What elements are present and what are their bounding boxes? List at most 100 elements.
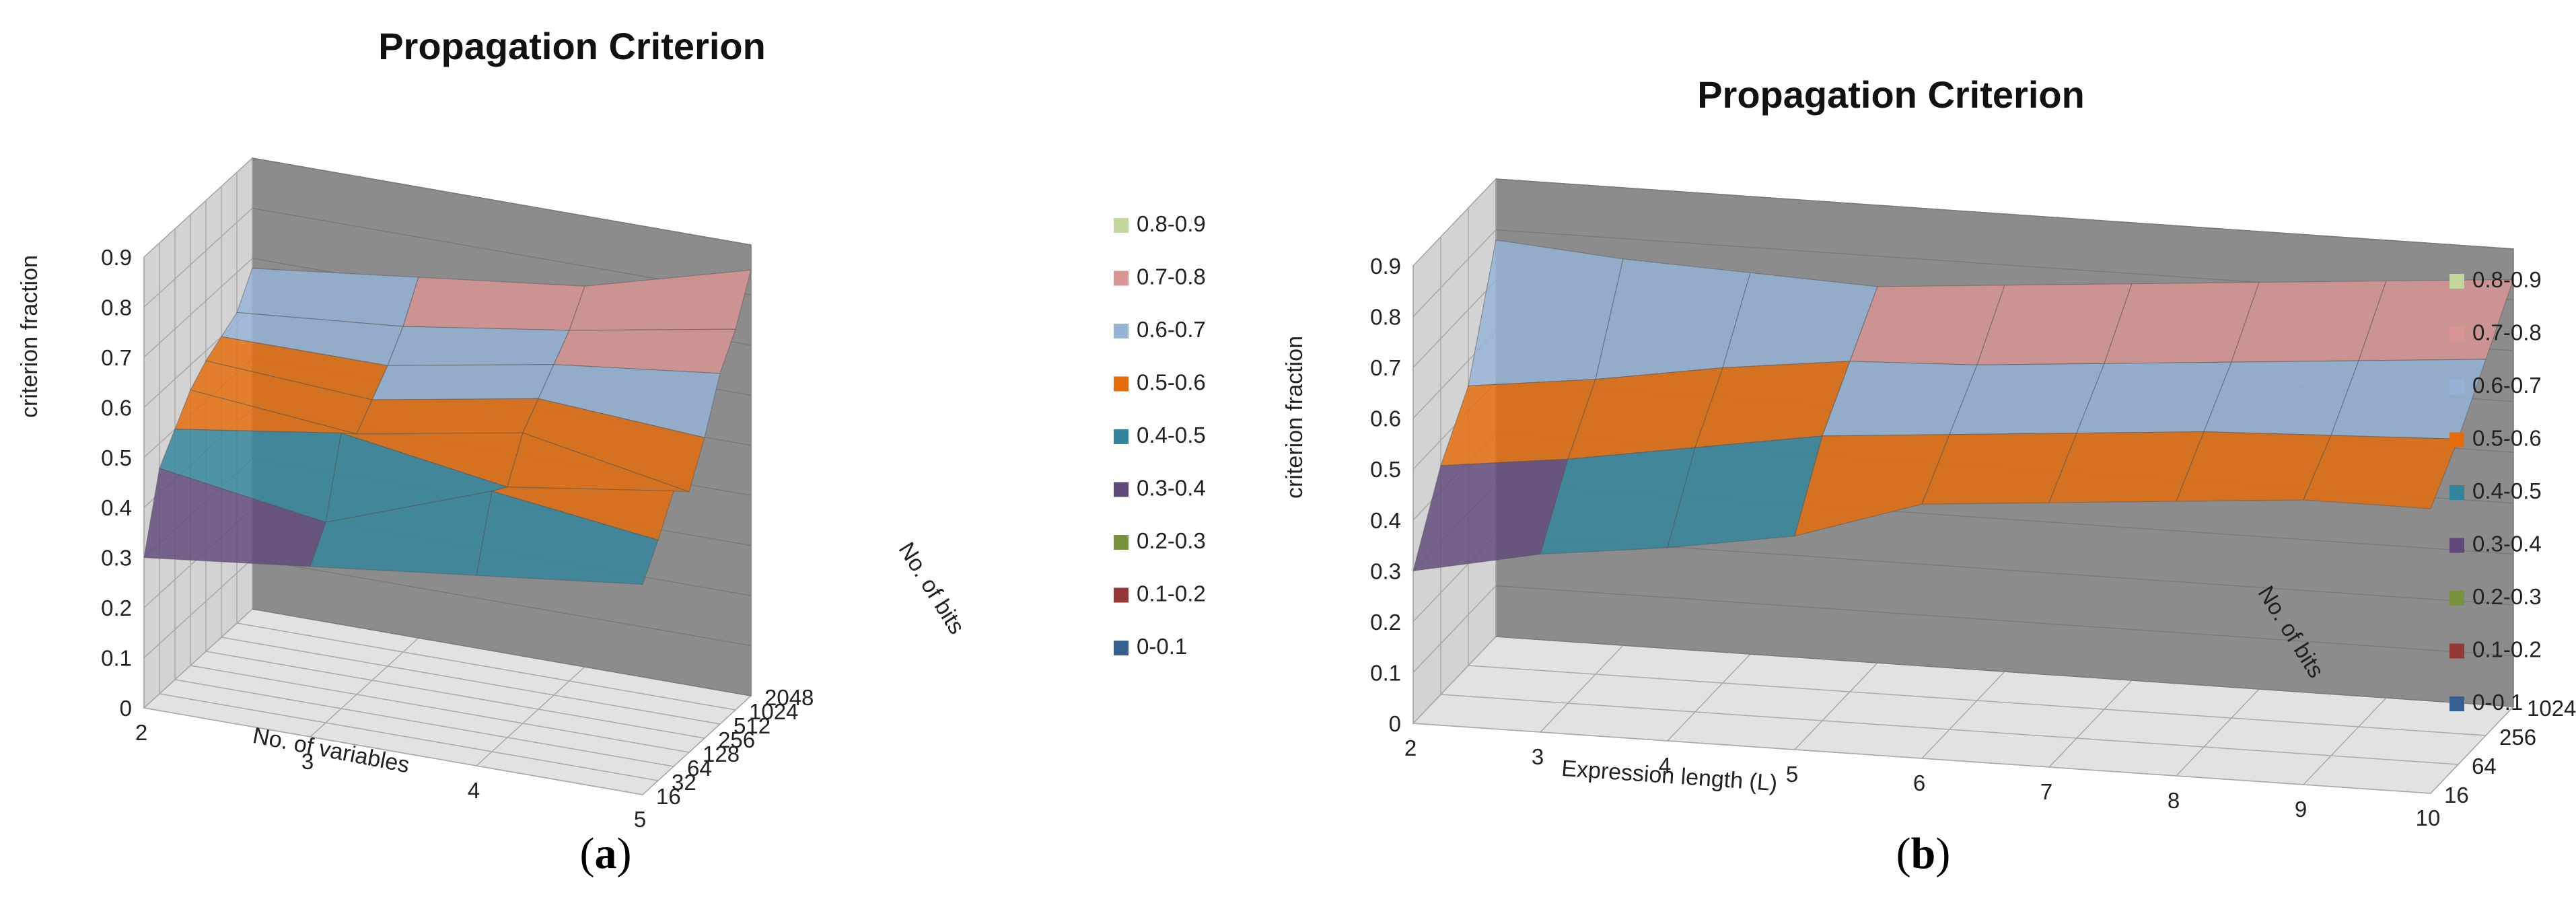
- chart-b-y-axis-label: criterion fraction: [1282, 336, 1308, 499]
- z-tick-label: 16: [2444, 783, 2469, 807]
- z-gridline: [174, 679, 674, 767]
- y-gridline: [1412, 636, 1497, 724]
- y-gridline: [143, 258, 253, 358]
- chart-b-legend: 0.8-0.9 0.7-0.8 0.6-0.7 0.5-0.6 0.4-0.5 0.3-0…: [2449, 267, 2542, 715]
- z-tick-label: 16: [656, 784, 681, 809]
- x-tick-label: 2: [135, 720, 147, 745]
- legend-swatch: [2449, 643, 2464, 659]
- x-tick-label: 4: [1659, 753, 1671, 778]
- x-gridline: [310, 637, 419, 738]
- x-tick-label: 3: [301, 749, 314, 774]
- x-gridline: [642, 695, 752, 795]
- y-gridline: [143, 157, 253, 258]
- z-tick-label: 64: [687, 756, 712, 781]
- y-gridline: [1412, 280, 1497, 368]
- x-tick-label: 2: [1404, 735, 1417, 760]
- panel-b: Propagation Criterion 0 0.1 0.2 0.3 0.4 0.5 0.…: [1282, 73, 2576, 878]
- x-gridline: [1540, 645, 1624, 733]
- y-gridline-side: [252, 608, 752, 696]
- x-tick-label: 6: [1913, 770, 1925, 795]
- x-gridline: [1794, 662, 1878, 750]
- y-gridline: [143, 559, 253, 659]
- z-gridline: [143, 707, 643, 795]
- x-gridline: [1921, 671, 2005, 759]
- z-gridline: [190, 665, 690, 753]
- z-gridline: [1412, 723, 2431, 794]
- chart-a-surface: [143, 268, 752, 585]
- y-tick-label: 0.1: [1370, 660, 1401, 685]
- legend-label: 0.8-0.9: [1137, 211, 1206, 236]
- legend-swatch: [1114, 482, 1129, 497]
- chart-a-x-ticks: 2 3 4 5: [135, 720, 646, 832]
- y-gridline-side: [1495, 585, 2514, 657]
- z-gridline: [1468, 665, 2486, 736]
- x-gridline: [2303, 697, 2387, 785]
- y-tick-label: 0: [120, 696, 132, 721]
- z-gridline: [236, 622, 736, 711]
- y-tick-label: 0: [1389, 711, 1401, 736]
- y-tick-label: 0.2: [1370, 610, 1401, 635]
- surface-patch: [402, 277, 585, 331]
- legend-swatch: [1114, 271, 1129, 286]
- legend-swatch: [1114, 535, 1129, 550]
- legend-swatch: [1114, 324, 1129, 338]
- z-tick-label: 1024: [2527, 696, 2576, 721]
- x-gridline: [476, 666, 585, 766]
- legend-swatch: [1114, 218, 1129, 233]
- legend-swatch: [2449, 326, 2464, 342]
- legend-label: 0.3-0.4: [1137, 476, 1206, 501]
- z-tick-label: 2048: [764, 685, 814, 710]
- y-gridline: [1412, 178, 1497, 266]
- y-tick-label: 0.4: [101, 495, 132, 520]
- y-gridline-side: [1495, 636, 2514, 707]
- y-tick-label: 0.7: [1370, 355, 1401, 380]
- legend-swatch: [2449, 591, 2464, 606]
- z-gridline: [205, 651, 705, 739]
- z-gridline: [159, 693, 659, 781]
- x-tick-label: 4: [468, 778, 480, 803]
- chart-b-y-ticks: 0 0.1 0.2 0.3 0.4 0.5 0.6 0.7 0.8 0.9: [1370, 254, 1401, 736]
- chart-a-legend: 0.8-0.9 0.7-0.8 0.6-0.7 0.5-0.6 0.4-0.5 0.3-0…: [1114, 211, 1206, 659]
- y-tick-label: 0.3: [101, 546, 132, 571]
- chart-b-surface: [1412, 239, 2514, 572]
- y-tick-label: 0.4: [1370, 508, 1401, 533]
- legend-label: 0.3-0.4: [2472, 532, 2542, 556]
- y-tick-label: 0.5: [1370, 457, 1401, 482]
- legend-swatch: [1114, 587, 1129, 603]
- legend-swatch: [2449, 485, 2464, 500]
- z-tick-label: 128: [703, 742, 740, 766]
- y-tick-label: 0.8: [1370, 305, 1401, 330]
- z-tick-label: 256: [2499, 725, 2536, 750]
- z-tick-label: 512: [734, 713, 771, 738]
- y-tick-label: 0.2: [101, 596, 132, 620]
- legend-label: 0-0.1: [2472, 690, 2523, 715]
- z-tick-label: 256: [718, 727, 755, 752]
- legend-label: 0.4-0.5: [1137, 423, 1206, 447]
- chart-a-z-axis-label: No. of bits: [894, 538, 970, 639]
- y-gridline: [143, 608, 253, 709]
- caption-a: (a): [580, 829, 632, 878]
- legend-label: 0.7-0.8: [1137, 264, 1206, 289]
- legend-label: 0-0.1: [1137, 634, 1187, 659]
- z-gridline: [221, 637, 721, 725]
- z-tick-label: 1024: [749, 699, 798, 724]
- legend-label: 0.2-0.3: [2472, 584, 2542, 609]
- chart-a-title: Propagation Criterion: [378, 25, 766, 67]
- x-tick-label: 8: [2168, 788, 2180, 813]
- legend-swatch: [1114, 376, 1129, 392]
- legend-label: 0.5-0.6: [2472, 426, 2542, 451]
- legend-label: 0.8-0.9: [2472, 267, 2542, 292]
- legend-label: 0.1-0.2: [1137, 581, 1206, 606]
- legend-swatch: [2449, 696, 2464, 711]
- surface-patch: [371, 364, 554, 400]
- legend-label: 0.1-0.2: [2472, 637, 2542, 662]
- legend-swatch: [1114, 641, 1129, 655]
- y-tick-label: 0.5: [101, 445, 132, 470]
- surface-patch: [2303, 435, 2459, 509]
- z-tick-label: 64: [2472, 754, 2497, 779]
- chart-a-y-axis-label: criterion fraction: [17, 255, 42, 418]
- legend-swatch: [2449, 274, 2464, 289]
